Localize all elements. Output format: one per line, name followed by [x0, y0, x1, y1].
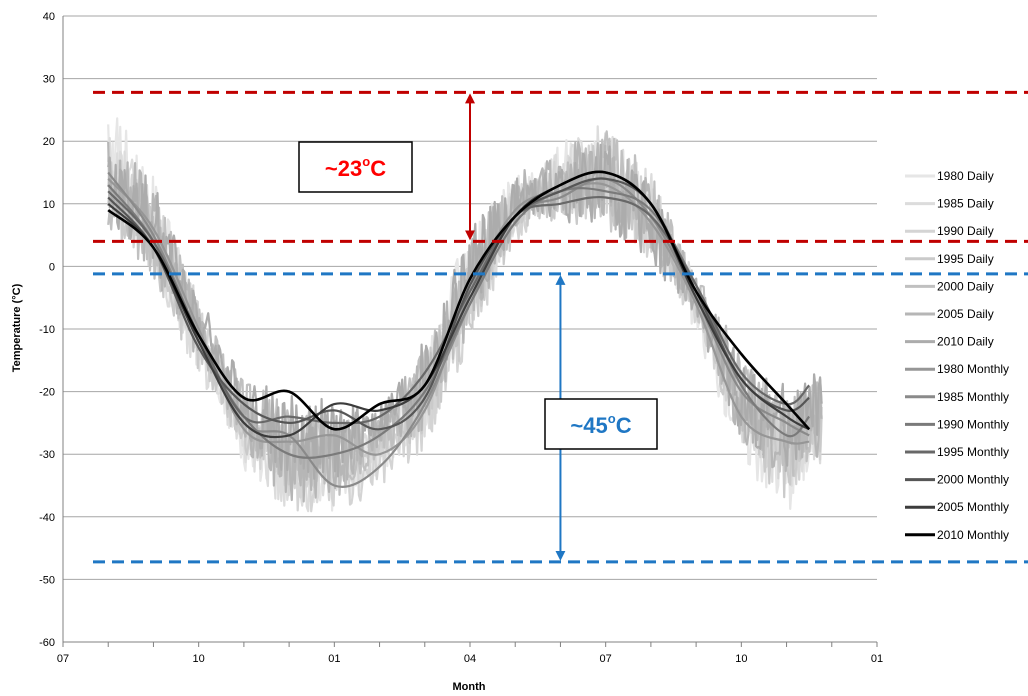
y-tick-label: -20: [39, 387, 55, 399]
x-tick-label: 10: [193, 653, 205, 665]
y-tick-label: -10: [39, 324, 55, 336]
x-axis-title: Month: [453, 681, 486, 693]
series-line: [107, 177, 810, 431]
y-tick-label: -50: [39, 574, 55, 586]
x-tick-label: 10: [735, 653, 747, 665]
legend-label: 2005 Daily: [937, 307, 994, 321]
x-tick-label: 04: [464, 653, 476, 665]
legend-label: 2010 Monthly: [937, 528, 1009, 542]
x-tick-label: 07: [57, 653, 69, 665]
y-tick-label: -30: [39, 449, 55, 461]
legend-label: 1990 Daily: [937, 224, 994, 238]
legend-label: 2005 Monthly: [937, 500, 1009, 514]
legend-label: 1990 Monthly: [937, 417, 1009, 431]
legend-label: 2000 Daily: [937, 279, 994, 293]
legend-label: 1985 Daily: [937, 197, 994, 211]
x-tick-label: 01: [328, 653, 340, 665]
legend-label: 2010 Daily: [937, 335, 994, 349]
x-tick-label: 01: [871, 653, 883, 665]
y-tick-label: -40: [39, 512, 55, 524]
legend-label: 2000 Monthly: [937, 473, 1009, 487]
y-tick-label: 40: [43, 11, 55, 23]
annotation-box: [298, 141, 413, 193]
axes: -60 -50 -40 -30 -20 -10 0 10 20 30 40 07 10 01 04 07 10 0…: [39, 11, 883, 665]
annotation-box: [544, 398, 658, 450]
y-tick-label: 20: [43, 136, 55, 148]
series-line: [107, 170, 811, 431]
series-lines: [107, 117, 823, 513]
series-line: [107, 190, 811, 425]
legend-label: 1995 Daily: [937, 252, 994, 266]
y-tick-label: -60: [39, 637, 55, 649]
y-axis-title: Temperature (°C): [11, 283, 23, 372]
series-line: [107, 170, 810, 439]
y-tick-label: 10: [43, 199, 55, 211]
reference-lines: [93, 90, 1028, 564]
legend: 1980 Daily 1985 Daily 1990 Daily 1995 Daily…: [905, 169, 1009, 542]
x-tick-label: 07: [600, 653, 612, 665]
annotation-label: ~45oC: [570, 411, 631, 438]
legend-label: 1995 Monthly: [937, 445, 1009, 459]
legend-label: 1980 Daily: [937, 169, 994, 183]
y-tick-label: 0: [49, 261, 55, 273]
annotation-label: ~23oC: [325, 154, 386, 181]
y-tick-label: 30: [43, 74, 55, 86]
legend-label: 1985 Monthly: [937, 390, 1009, 404]
annotations: ~23oC ~45oC: [298, 93, 658, 561]
legend-label: 1980 Monthly: [937, 362, 1009, 376]
